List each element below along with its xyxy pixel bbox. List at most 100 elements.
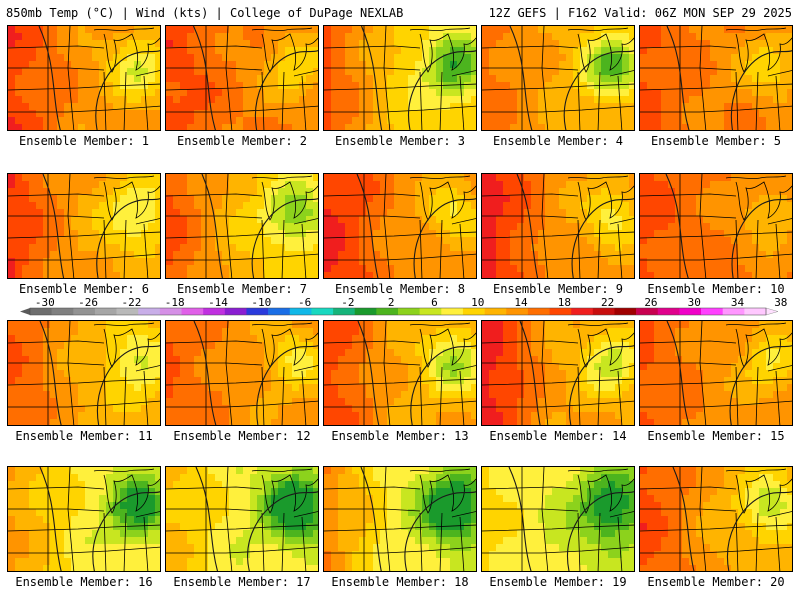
temperature-field-map — [482, 467, 634, 571]
ensemble-map-panel — [323, 466, 477, 572]
ensemble-map-panel — [165, 320, 319, 426]
colorbar-swatch — [636, 308, 659, 315]
ensemble-member-label: Ensemble Member: 19 — [489, 575, 627, 589]
ensemble-map-panel — [639, 466, 793, 572]
colorbar-swatch — [419, 308, 442, 315]
colorbar-swatch — [506, 308, 529, 315]
temperature-field-map — [640, 174, 792, 278]
ensemble-member-label: Ensemble Member: 13 — [331, 429, 469, 443]
colorbar-swatch — [614, 308, 637, 315]
ensemble-member-label: Ensemble Member: 20 — [647, 575, 785, 589]
valid-time: 12Z GEFS | F162 Valid: 06Z MON SEP 29 20… — [488, 6, 792, 20]
temperature-field-map — [482, 174, 634, 278]
colorbar-tick-label: -30 — [35, 296, 55, 309]
temperature-field-map — [324, 467, 476, 571]
colorbar-swatch — [181, 308, 204, 315]
temperature-field-map — [8, 467, 160, 571]
colorbar-swatch — [289, 308, 312, 315]
ensemble-member-label: Ensemble Member: 17 — [173, 575, 311, 589]
colorbar-swatch — [549, 308, 572, 315]
temperature-field-map — [166, 467, 318, 571]
temperature-field-map — [8, 321, 160, 425]
ensemble-member-label: Ensemble Member: 15 — [647, 429, 785, 443]
temperature-field-map — [640, 26, 792, 130]
colorbar-tick-label: 34 — [731, 296, 745, 309]
colorbar-swatch — [701, 308, 724, 315]
ensemble-member-label: Ensemble Member: 18 — [331, 575, 469, 589]
colorbar-swatch — [398, 308, 420, 315]
ensemble-member-label: Ensemble Member: 4 — [492, 134, 624, 148]
temperature-field-map — [324, 26, 476, 130]
temperature-field-map — [166, 174, 318, 278]
colorbar-tick-label: -26 — [78, 296, 98, 309]
ensemble-map-panel — [639, 173, 793, 279]
temperature-field-map — [640, 467, 792, 571]
ensemble-map-panel — [639, 25, 793, 131]
ensemble-member-label: Ensemble Member: 11 — [15, 429, 153, 443]
colorbar-tick-label: -6 — [298, 296, 311, 309]
colorbar-tick-label: 2 — [388, 296, 395, 309]
ensemble-map-panel — [323, 320, 477, 426]
ensemble-map-panel — [7, 25, 161, 131]
colorbar-tick-label: 26 — [644, 296, 657, 309]
colorbar-tick-label: 22 — [601, 296, 614, 309]
ensemble-map-panel — [165, 466, 319, 572]
colorbar-tick-label: -22 — [121, 296, 141, 309]
colorbar-max-arrow — [765, 307, 779, 316]
colorbar-tick-label: -2 — [341, 296, 354, 309]
ensemble-map-panel — [7, 466, 161, 572]
temperature-field-map — [482, 321, 634, 425]
temperature-field-map — [166, 321, 318, 425]
colorbar-tick-label: 6 — [431, 296, 438, 309]
colorbar-swatch — [722, 308, 745, 315]
temperature-field-map — [324, 321, 476, 425]
colorbar-swatch — [571, 308, 594, 315]
colorbar-tick-label: 30 — [688, 296, 701, 309]
colorbar-swatch — [73, 308, 96, 315]
colorbar-swatch — [311, 308, 334, 315]
colorbar-swatch — [246, 308, 269, 315]
colorbar-swatch — [203, 308, 226, 315]
colorbar-swatch — [376, 308, 399, 315]
colorbar-swatch — [592, 308, 615, 315]
colorbar-tick-label: -10 — [251, 296, 271, 309]
colorbar-swatch — [30, 308, 52, 315]
colorbar-swatch — [744, 308, 767, 315]
colorbar-swatch — [51, 308, 74, 315]
ensemble-member-label: Ensemble Member: 8 — [334, 282, 466, 296]
colorbar-swatch — [94, 308, 117, 315]
colorbar-swatch — [333, 308, 356, 315]
ensemble-map-panel — [323, 173, 477, 279]
colorbar-min-arrow — [20, 308, 30, 315]
ensemble-map-panel — [481, 466, 635, 572]
ensemble-map-panel — [481, 25, 635, 131]
colorbar-swatch — [116, 308, 139, 315]
ensemble-map-panel — [165, 25, 319, 131]
colorbar-swatch — [679, 308, 702, 315]
ensemble-member-label: Ensemble Member: 2 — [176, 134, 308, 148]
colorbar-swatch — [657, 308, 680, 315]
ensemble-member-label: Ensemble Member: 5 — [650, 134, 782, 148]
colorbar-swatch — [527, 308, 550, 315]
ensemble-member-label: Ensemble Member: 14 — [489, 429, 627, 443]
colorbar-swatch — [354, 308, 377, 315]
ensemble-member-label: Ensemble Member: 3 — [334, 134, 466, 148]
temperature-field-map — [482, 26, 634, 130]
ensemble-member-label: Ensemble Member: 12 — [173, 429, 311, 443]
ensemble-map-panel — [7, 173, 161, 279]
ensemble-member-label: Ensemble Member: 16 — [15, 575, 153, 589]
colorbar-swatch — [462, 308, 485, 315]
temperature-field-map — [8, 174, 160, 278]
colorbar-swatch — [484, 308, 507, 315]
colorbar-swatch — [138, 308, 161, 315]
ensemble-map-panel — [323, 25, 477, 131]
ensemble-map-panel — [481, 173, 635, 279]
temperature-field-map — [166, 26, 318, 130]
colorbar-swatch — [224, 308, 247, 315]
ensemble-member-label: Ensemble Member: 6 — [18, 282, 150, 296]
temperature-field-map — [640, 321, 792, 425]
ensemble-member-label: Ensemble Member: 9 — [492, 282, 624, 296]
temperature-field-map — [8, 26, 160, 130]
ensemble-member-label: Ensemble Member: 1 — [18, 134, 150, 148]
colorbar-tick-label: 38 — [774, 296, 787, 309]
